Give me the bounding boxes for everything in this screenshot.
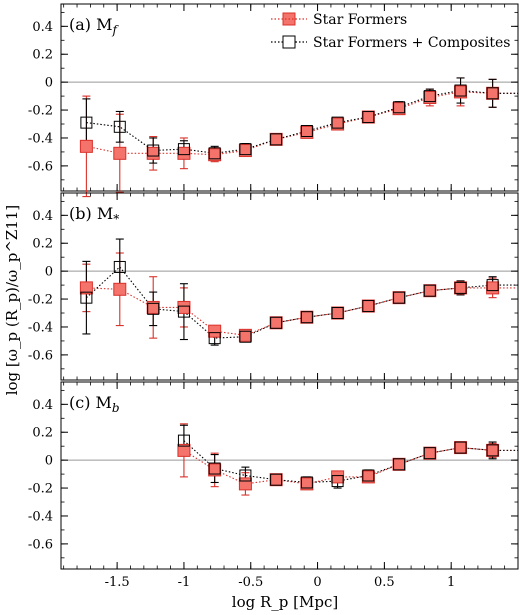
marker-composites [177,143,190,156]
panel-label: (b) M* [69,204,119,226]
marker-composites [113,260,126,273]
marker-star-formers [79,281,93,295]
marker-composites [362,111,375,124]
marker-composites [239,469,252,482]
marker-composites [362,469,375,482]
legend-marker-composites [282,35,296,49]
y-tick-label: 0 [45,265,53,280]
panel-frame [60,381,519,570]
y-tick-label: 0.2 [32,237,53,252]
panels: -0.6 -0.4 -0.2 0 0.2 0.4 (a) Mf -0.6 -0.4 -0.2 0 0.… [28,3,519,590]
marker-composites [486,87,499,100]
marker-composites [147,302,160,315]
y-tick-label: 0 [45,76,53,91]
marker-composites [208,462,221,475]
panel-0: -0.6 -0.4 -0.2 0 0.2 0.4 (a) Mf [28,3,519,198]
panel-label: (a) Mf [69,15,120,37]
y-tick-label: 0.2 [32,426,53,441]
y-tick-label: -0.6 [28,537,53,552]
marker-composites [454,84,467,97]
x-tick-label: 1 [447,575,455,590]
legend-label-composites: Star Formers + Composites [313,35,510,51]
y-tick-label: 0.4 [32,209,53,224]
marker-composites [208,147,221,160]
marker-composites [393,458,406,471]
marker-composites [239,330,252,343]
marker-composites [423,447,436,460]
legend: Star Formers Star Formers + Composites [271,12,510,51]
marker-composites [147,144,160,157]
y-tick-label: -0.4 [28,320,53,335]
x-axis-label: log R_p [Mpc] [232,593,338,611]
x-tick-label: -1.5 [105,575,130,590]
panel-frame [60,192,519,381]
y-tick-label: -0.4 [28,131,53,146]
marker-composites [331,307,344,320]
marker-composites [423,284,436,297]
legend-label-star-formers: Star Formers [313,12,407,28]
series-line-star-formers [183,447,493,485]
marker-composites [177,305,190,318]
marker-composites [300,476,313,489]
y-tick-label: -0.6 [28,348,53,363]
y-axis-label: log [ω_p (R_p)/ω_p^Z11] [3,205,21,396]
x-tick-label: 0.5 [374,575,395,590]
marker-composites [113,120,126,133]
marker-composites [393,101,406,114]
marker-composites [331,475,344,488]
marker-star-formers [79,139,93,153]
marker-composites [362,300,375,313]
marker-composites [270,473,283,486]
x-tick-label: -1 [178,575,191,590]
marker-star-formers [177,443,191,457]
marker-star-formers [113,282,127,296]
y-tick-label: 0.2 [32,48,53,63]
panel-frame [60,3,519,192]
marker-composites [80,116,93,129]
marker-composites [270,133,283,146]
marker-composites [423,90,436,103]
marker-star-formers [113,146,127,160]
y-tick-label: -0.2 [28,104,53,119]
marker-composites [486,279,499,292]
panel-2: -0.6 -0.4 -0.2 0 0.2 0.4 -1.5 -1 -0.5 0 0.5 1 (c) Mb [28,381,519,590]
y-tick-label: -0.2 [28,293,53,308]
y-tick-label: 0 [45,454,53,469]
panel-1: -0.6 -0.4 -0.2 0 0.2 0.4 (b) M* [28,192,519,381]
panel-label: (c) Mb [69,393,120,415]
x-tick-label: -0.5 [238,575,263,590]
marker-composites [300,124,313,137]
marker-composites [486,444,499,457]
y-tick-label: -0.6 [28,159,53,174]
x-tick-label: 0 [313,575,321,590]
marker-composites [454,281,467,294]
marker-composites [300,311,313,324]
marker-star-formers [208,324,222,338]
y-tick-label: 0.4 [32,398,53,413]
y-tick-label: -0.2 [28,482,53,497]
marker-composites [208,332,221,345]
marker-composites [270,316,283,329]
y-tick-label: -0.4 [28,509,53,524]
marker-composites [331,116,344,129]
marker-composites [239,143,252,156]
y-tick-label: 0.4 [32,20,53,35]
marker-composites [80,291,93,304]
marker-composites [393,291,406,304]
marker-composites [454,441,467,454]
marker-composites [177,434,190,447]
